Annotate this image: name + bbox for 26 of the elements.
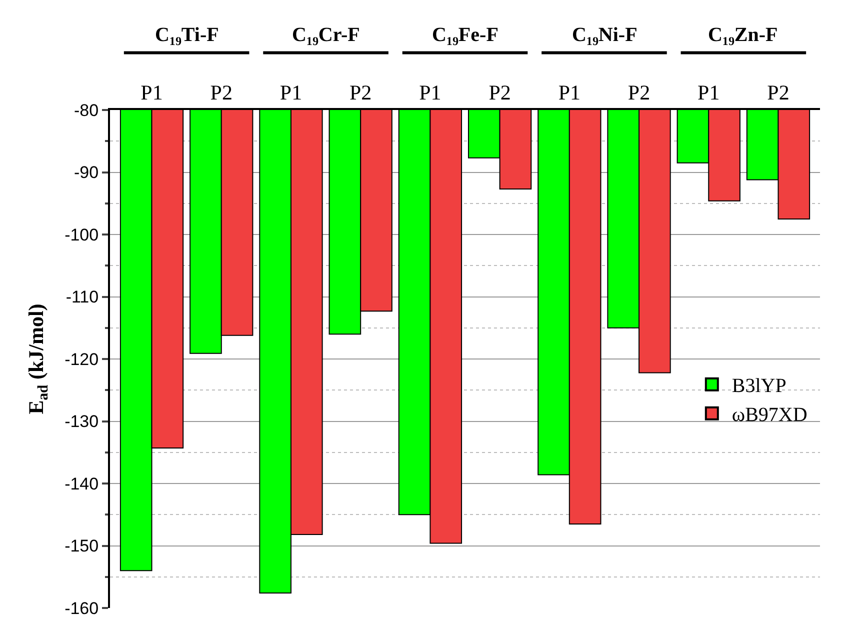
x-tick-label: P1 — [140, 80, 163, 105]
y-tick-label: -150 — [64, 536, 99, 556]
y-tick-label: -140 — [64, 474, 99, 494]
x-tick-label: P1 — [280, 80, 302, 105]
text: C₁₉Cr-F — [292, 24, 360, 46]
text: C₁₉Fe-F — [432, 24, 498, 46]
x-tick-label: P1 — [419, 80, 442, 105]
legend-label: ωB97XD — [732, 404, 808, 426]
text: C₁₉Zn-F — [708, 24, 778, 46]
x-tick-label: P1 — [558, 80, 581, 105]
text: C₁₉Ti-F — [155, 24, 219, 46]
x-tick-label: P2 — [488, 80, 511, 105]
y-tick-label: -80 — [74, 100, 99, 120]
y-tick-label: -90 — [74, 163, 99, 182]
y-tick-label: -130 — [64, 412, 99, 432]
y-tick-label: -100 — [64, 225, 99, 244]
x-tick-label: P2 — [767, 80, 790, 105]
legend-label: B3lYP — [732, 375, 786, 398]
y-tick-label: -120 — [64, 350, 99, 369]
x-tick-label: P2 — [349, 80, 372, 105]
x-tick-label: P2 — [628, 80, 650, 105]
x-tick-label: P2 — [210, 80, 232, 105]
text: C₁₉Ni-F — [572, 24, 638, 46]
y-tick-label: -160 — [64, 598, 99, 618]
y-tick-label: -110 — [66, 288, 99, 307]
x-tick-label: P1 — [698, 80, 720, 105]
